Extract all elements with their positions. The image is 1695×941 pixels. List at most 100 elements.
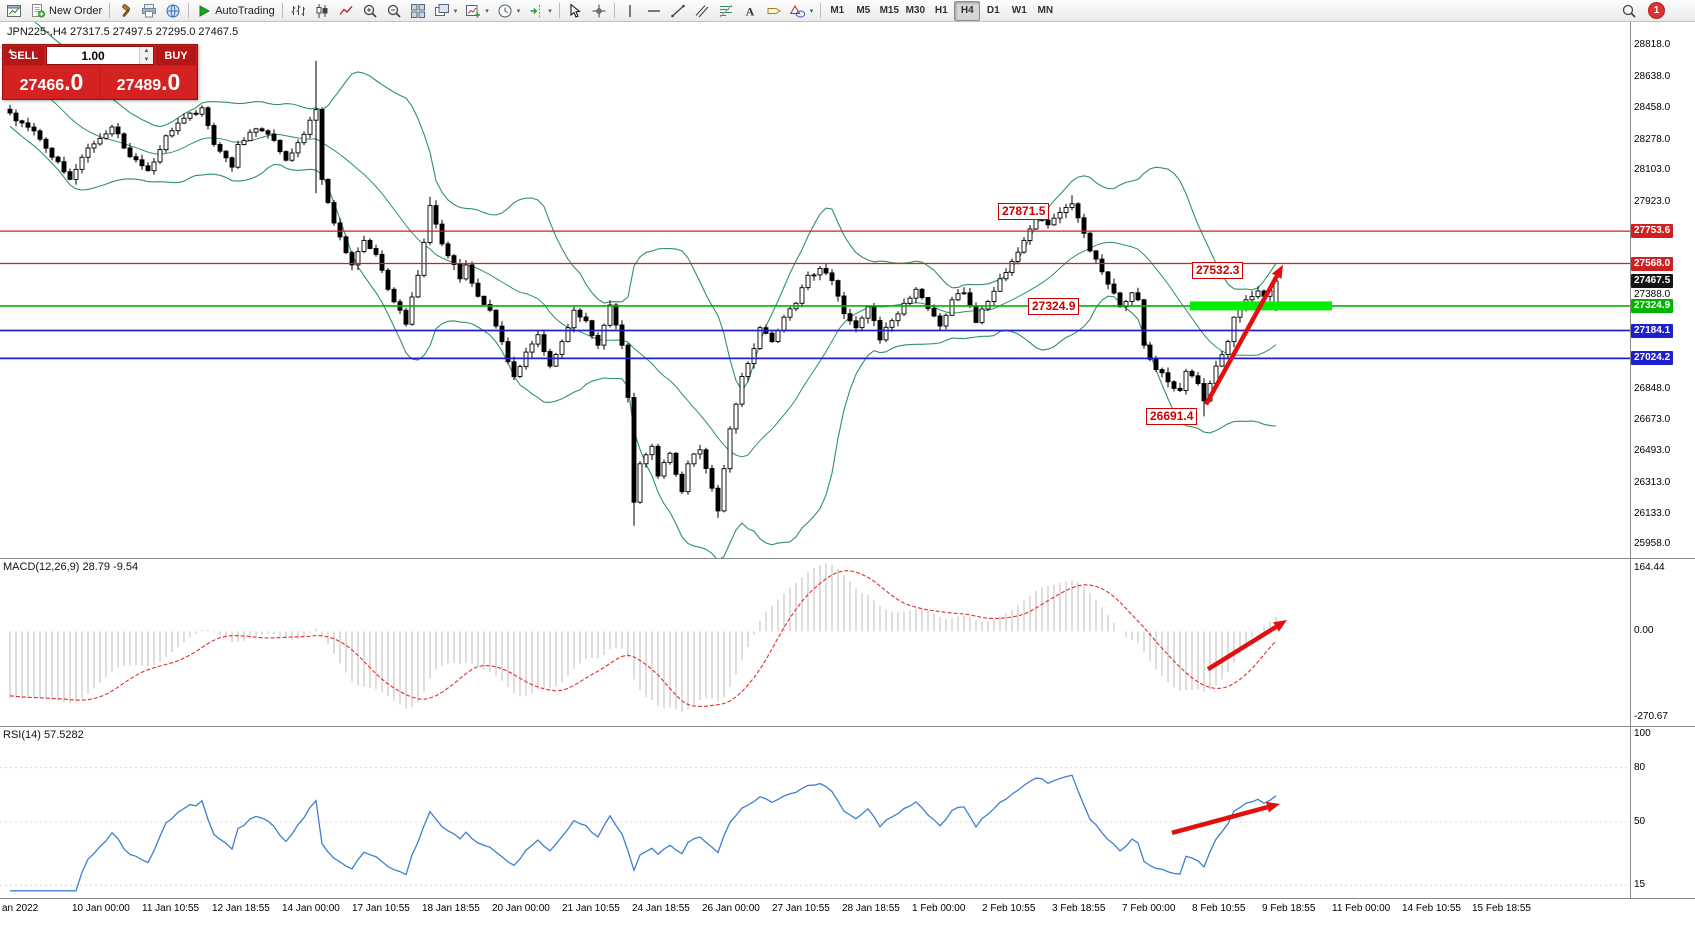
sell-button[interactable]: SELL [4, 46, 45, 65]
trendline-icon [670, 3, 686, 19]
spin-down-icon[interactable]: ▼ [140, 55, 153, 64]
panel-divider[interactable] [0, 726, 1695, 727]
zoom-out-button[interactable] [382, 1, 406, 21]
chevron-down-icon[interactable]: ▾ [485, 7, 489, 15]
time-axis-label: 9 Feb 18:55 [1262, 903, 1316, 914]
buy-button[interactable]: BUY [156, 46, 196, 65]
horizontal-line-icon [646, 3, 662, 19]
candlestick-button[interactable] [310, 1, 334, 21]
rsi-panel [0, 767, 1630, 892]
new-order-button[interactable]: New Order [26, 1, 106, 21]
time-axis-label: 26 Jan 00:00 [702, 903, 760, 914]
price-scale-border [1630, 22, 1631, 899]
trendline-button[interactable] [666, 1, 690, 21]
time-axis-label: 21 Jan 10:55 [562, 903, 620, 914]
label-button[interactable] [762, 1, 786, 21]
panel-divider[interactable] [0, 898, 1695, 899]
chevron-down-icon[interactable]: ▾ [548, 7, 552, 15]
tile-windows-icon [410, 3, 426, 19]
buy-price-button[interactable]: 27489.0 [101, 66, 196, 98]
buy-price-main: 27489 [116, 77, 162, 94]
timeframe-m1-button[interactable]: M1 [824, 1, 850, 21]
globe-button[interactable] [161, 1, 185, 21]
panel-divider[interactable] [0, 558, 1695, 559]
new-chart-button[interactable]: ▾ [461, 1, 493, 21]
one-click-collapse-icon[interactable]: ▲ [7, 48, 14, 55]
chart-window-button[interactable] [2, 1, 26, 21]
channel-icon [694, 3, 710, 19]
clock-button[interactable]: ▾ [493, 1, 525, 21]
timeframe-mn-button[interactable]: MN [1032, 1, 1058, 21]
bar-chart-icon [290, 3, 306, 19]
chevron-down-icon[interactable]: ▾ [453, 7, 458, 15]
timeframe-h4-button[interactable]: H4 [954, 0, 981, 21]
line-chart-button[interactable] [334, 1, 358, 21]
vertical-line-button[interactable] [618, 1, 642, 21]
timeframe-h1-button[interactable]: H1 [928, 1, 954, 21]
chart-shift-button[interactable]: ▾ [524, 1, 556, 21]
timeframe-m15-button[interactable]: M15 [876, 1, 902, 21]
arrange-windows-button[interactable]: ▾ [430, 1, 462, 21]
shapes-button[interactable]: ▾ [786, 1, 818, 21]
hammer-icon [117, 3, 133, 19]
time-axis-label: 14 Feb 10:55 [1402, 903, 1461, 914]
print-icon [141, 3, 157, 19]
bollinger-middle-band[interactable] [9, 61, 1277, 458]
rsi-line[interactable] [10, 774, 1277, 892]
volume-stepper[interactable]: 1.00 ▲ ▼ [46, 46, 154, 65]
macd-signal-line[interactable] [9, 570, 1277, 707]
bollinger-upper-band[interactable] [10, 0, 1277, 392]
search-button[interactable] [1617, 1, 1641, 21]
fibonacci-button[interactable] [714, 1, 738, 21]
crosshair-button[interactable] [587, 1, 611, 21]
timeframe-d1-button[interactable]: D1 [980, 1, 1006, 21]
volume-value[interactable]: 1.00 [81, 48, 105, 63]
trend-arrow[interactable] [1171, 801, 1280, 835]
trend-arrow[interactable] [1204, 264, 1283, 406]
main-price-panel [0, 0, 1630, 560]
time-axis-label: 7 Feb 00:00 [1122, 903, 1176, 914]
cursor-button[interactable] [563, 1, 587, 21]
label-icon [766, 3, 782, 19]
chart-shift-icon [528, 3, 544, 19]
timeframe-m5-button[interactable]: M5 [850, 1, 876, 21]
vertical-line-icon [622, 3, 638, 19]
crosshair-icon [591, 3, 607, 19]
candlestick-icon [314, 3, 330, 19]
trend-arrow[interactable] [1206, 620, 1287, 672]
autotrading-icon [196, 3, 212, 19]
time-axis-label: 3 Feb 18:55 [1052, 903, 1106, 914]
bar-chart-button[interactable] [286, 1, 310, 21]
sell-price-button[interactable]: 27466.0 [4, 66, 99, 98]
time-axis[interactable]: an 2022 10 Jan 00:00 11 Jan 10:55 12 Jan 18… [0, 899, 1695, 941]
svg-text:A: A [745, 4, 754, 18]
new-order-icon [30, 3, 46, 19]
hammer-button[interactable] [113, 1, 137, 21]
print-button[interactable] [137, 1, 161, 21]
tile-windows-button[interactable] [406, 1, 430, 21]
timeframe-m30-button[interactable]: M30 [902, 1, 928, 21]
channel-button[interactable] [690, 1, 714, 21]
volume-spin-buttons[interactable]: ▲ ▼ [139, 47, 153, 64]
zoom-in-button[interactable] [358, 1, 382, 21]
chevron-down-icon[interactable]: ▾ [516, 7, 521, 15]
horizontal-line-button[interactable] [642, 1, 666, 21]
notification-badge[interactable]: 1 [1648, 2, 1665, 19]
symbol-info: JPN225-,H4 27317.5 27497.5 27295.0 27467… [7, 26, 239, 38]
bollinger-lower-band[interactable] [9, 125, 1277, 560]
time-axis-label: 17 Jan 10:55 [352, 903, 410, 914]
text-button[interactable]: A [738, 1, 762, 21]
time-axis-label: 20 Jan 00:00 [492, 903, 550, 914]
time-axis-label: 11 Jan 10:55 [142, 903, 200, 914]
timeframe-w1-button[interactable]: W1 [1006, 1, 1032, 21]
autotrading-button[interactable]: AutoTrading [192, 1, 279, 21]
time-axis-label: 12 Jan 18:55 [212, 903, 270, 914]
macd-histogram [9, 563, 1277, 713]
chevron-down-icon[interactable]: ▾ [809, 7, 814, 15]
time-axis-label: 14 Jan 00:00 [282, 903, 340, 914]
toolbar-separator [558, 3, 560, 18]
spin-up-icon[interactable]: ▲ [140, 47, 153, 56]
toolbar-button-label: New Order [49, 4, 103, 17]
